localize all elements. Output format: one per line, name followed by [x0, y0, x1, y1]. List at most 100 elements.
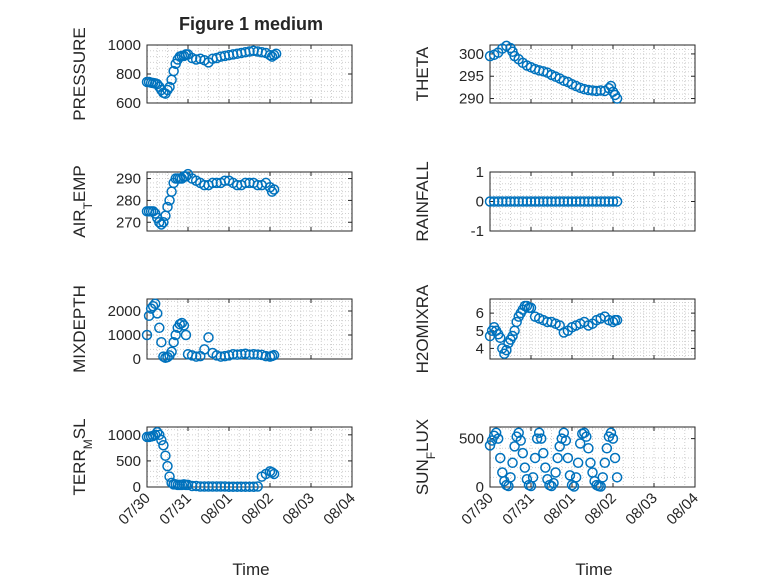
data-point — [240, 481, 251, 492]
data-point — [164, 471, 175, 482]
data-point — [536, 433, 547, 444]
data-point — [538, 447, 549, 459]
y-tick-label: 1 — [476, 164, 484, 181]
data-point — [227, 348, 239, 360]
data-point — [248, 481, 259, 492]
data-point — [164, 81, 175, 93]
y-tick-label: 2000 — [108, 303, 141, 320]
y-tick-label: 4 — [476, 340, 484, 357]
panel-theta: 290 295 300 THETA — [413, 40, 696, 108]
y-axis-label-tail: EMP — [70, 165, 89, 202]
data-point — [546, 480, 557, 492]
y-tick-label: 0 — [476, 194, 484, 211]
data-point — [525, 196, 537, 207]
data-point — [178, 320, 190, 331]
data-point — [219, 481, 231, 492]
panel-pressure: 600 800 1000 PRESSURE — [70, 27, 353, 121]
series-rainfall — [484, 196, 623, 207]
data-point — [570, 196, 582, 207]
data-point — [511, 316, 522, 328]
data-point — [509, 441, 520, 452]
data-point — [601, 443, 613, 454]
data-point — [583, 196, 594, 207]
data-point — [599, 457, 611, 469]
data-point — [611, 93, 623, 104]
data-point — [215, 481, 227, 492]
y-axis-label-main: MIXDEPTH — [70, 285, 89, 373]
data-point — [176, 317, 188, 329]
data-point — [141, 329, 153, 341]
data-point — [190, 351, 202, 362]
data-point — [195, 481, 206, 492]
data-point — [160, 450, 171, 461]
data-point — [501, 344, 512, 356]
data-point — [546, 196, 557, 207]
data-point — [531, 433, 543, 444]
series-mixdepth — [141, 298, 280, 364]
data-point — [203, 481, 214, 492]
data-point — [609, 452, 621, 464]
data-point — [558, 427, 570, 439]
data-point — [507, 457, 518, 469]
data-point — [605, 427, 617, 439]
data-point — [548, 477, 559, 489]
data-point — [154, 322, 165, 334]
data-point — [266, 467, 278, 478]
y-tick-label: 600 — [116, 95, 141, 112]
data-point — [562, 452, 574, 464]
data-point — [591, 196, 602, 207]
data-point — [505, 196, 516, 207]
data-point — [484, 440, 496, 451]
y-tick-label: 270 — [116, 214, 141, 231]
data-point — [174, 318, 186, 330]
y-axis-label: PRESSURE — [70, 27, 89, 121]
data-point — [162, 460, 173, 472]
data-point — [190, 54, 202, 65]
data-point — [158, 440, 169, 451]
data-point — [236, 481, 247, 492]
data-point — [154, 217, 165, 228]
data-point — [268, 49, 280, 61]
axes-border — [489, 44, 696, 104]
data-point — [529, 196, 541, 207]
y-tick-label: 295 — [459, 68, 484, 85]
data-point — [505, 472, 516, 483]
y-axis-label-main: SUN — [413, 459, 432, 495]
y-tick-label: 0 — [133, 479, 141, 496]
data-point — [599, 196, 611, 207]
y-tick-label: 290 — [116, 171, 141, 188]
data-point — [529, 452, 541, 464]
y-axis-label-subscript: M — [81, 439, 95, 449]
data-point — [540, 462, 551, 473]
data-point — [170, 329, 181, 341]
data-point — [513, 196, 524, 207]
data-point — [223, 350, 235, 361]
data-point — [558, 196, 570, 207]
data-point — [149, 429, 161, 441]
data-point — [538, 196, 549, 207]
data-point — [587, 196, 598, 207]
data-point — [156, 336, 167, 348]
y-tick-label: 1000 — [108, 427, 141, 444]
y-axis-label: TERRMSL — [70, 418, 95, 495]
data-point — [554, 196, 565, 207]
data-point — [211, 350, 222, 361]
series-pressure — [141, 45, 282, 99]
data-point — [560, 435, 572, 446]
data-point — [484, 196, 496, 207]
data-point — [223, 481, 235, 492]
data-point — [244, 481, 255, 492]
data-point — [495, 332, 506, 344]
data-point — [270, 48, 282, 59]
data-point — [158, 351, 169, 362]
y-tick-label: 500 — [116, 453, 141, 470]
data-point — [581, 431, 592, 442]
panel-rainfall: -1 0 1 RAINFALL — [413, 161, 696, 242]
data-point — [527, 472, 539, 483]
data-point — [591, 85, 602, 97]
x-axis-label-right: Time — [575, 560, 612, 579]
grid — [146, 299, 353, 360]
data-point — [180, 329, 192, 341]
